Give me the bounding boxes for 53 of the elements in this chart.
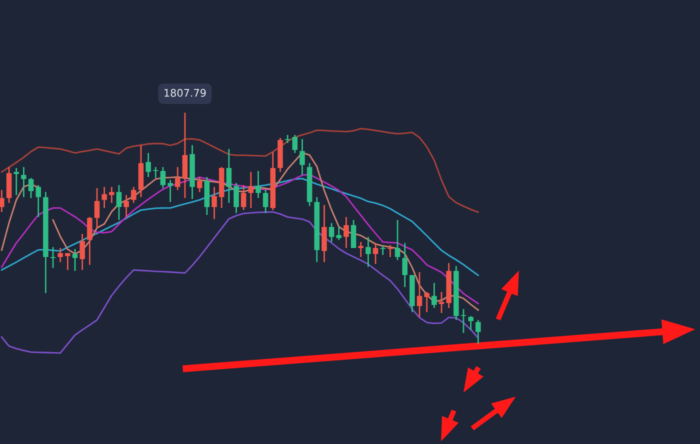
- candlestick: [292, 134, 298, 154]
- candlestick: [248, 171, 254, 209]
- candlestick: [380, 245, 386, 256]
- candlestick: [14, 167, 19, 196]
- candlestick: [424, 291, 430, 313]
- candlestick: [28, 177, 34, 199]
- candlestick: [358, 241, 364, 258]
- candlestick: [476, 319, 481, 345]
- candlestick: [36, 184, 41, 218]
- annotation: 1807.79: [164, 88, 206, 97]
- candlestick: [131, 186, 136, 204]
- candlestick: [72, 248, 78, 272]
- candlestick: [328, 222, 334, 243]
- candlestick: [109, 186, 114, 204]
- candlestick: [212, 186, 217, 220]
- candlestick: [284, 134, 290, 144]
- candlestick: [0, 189, 4, 213]
- candlestick: [182, 112, 188, 199]
- candlestick: [350, 219, 356, 249]
- candlestick: [344, 216, 349, 249]
- candlestick: [50, 246, 56, 269]
- candlestick: [152, 166, 158, 179]
- candlestick: [394, 219, 400, 261]
- candlestick: [468, 315, 474, 331]
- candlestick: [58, 247, 63, 263]
- candlestick: [438, 291, 444, 314]
- candlestick: [87, 216, 92, 266]
- candlestick: [460, 308, 466, 334]
- candlestick: [372, 242, 378, 265]
- candlestick: [240, 184, 246, 211]
- candlestick: [21, 166, 26, 198]
- candlestick: [366, 236, 371, 268]
- candlestick: [65, 252, 70, 271]
- candlestick: [256, 170, 261, 199]
- candlestick: [94, 187, 100, 229]
- candlestick: [102, 186, 107, 209]
- candlestick: [300, 138, 305, 176]
- candlestick: [416, 271, 422, 318]
- candlestick: [174, 166, 180, 191]
- candlestick: [262, 189, 268, 214]
- candlestick: [80, 233, 85, 271]
- candlestick: [160, 166, 166, 189]
- candlestick: [336, 226, 342, 241]
- candlestick: [196, 176, 202, 193]
- candlestick: [168, 179, 173, 203]
- candlestick: [146, 152, 151, 178]
- candlestick: [226, 148, 232, 204]
- candlestick: [388, 244, 393, 258]
- candlestick: [402, 242, 408, 288]
- candlestick: [234, 182, 239, 214]
- candlestick: [116, 184, 122, 221]
- candlestick: [432, 282, 437, 309]
- candlestick: [124, 194, 129, 218]
